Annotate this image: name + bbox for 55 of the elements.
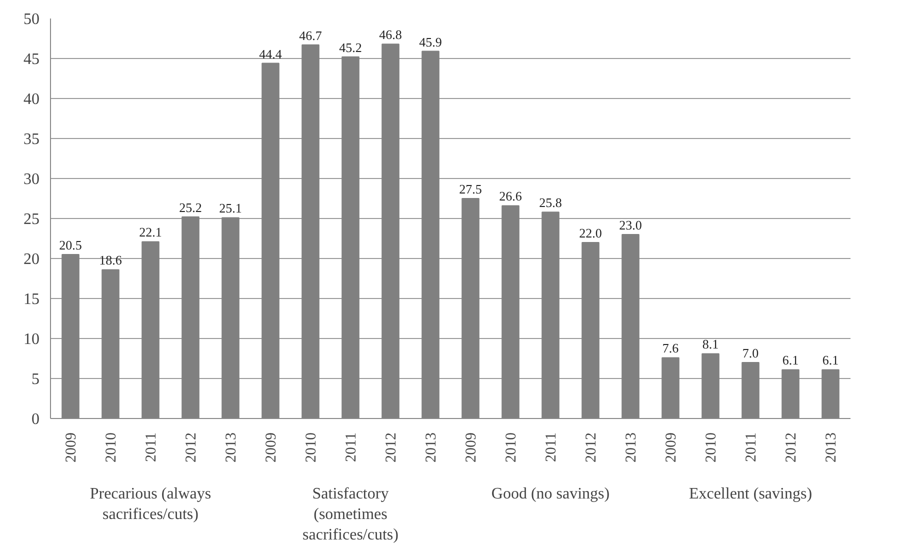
y-tick-label: 30 [24, 171, 40, 188]
data-label: 22.0 [579, 226, 602, 240]
y-tick-label: 25 [24, 211, 40, 228]
y-tick-label: 5 [32, 371, 40, 388]
y-tick-label: 0 [32, 411, 40, 428]
x-tick-label: 2010 [104, 432, 120, 462]
data-label: 6.1 [782, 352, 799, 368]
x-tick-label: 2012 [184, 432, 200, 462]
data-label: 46.7 [299, 28, 322, 43]
x-tick-label: 2010 [704, 432, 720, 462]
data-label: 22.1 [139, 224, 162, 240]
x-tick-label: 2011 [544, 432, 560, 462]
x-tick-label: 2013 [224, 432, 240, 462]
x-tick-label: 2012 [584, 432, 600, 462]
text: Good (no savings) [491, 486, 610, 502]
data-label: 25.2 [179, 200, 202, 215]
x-tick-label: 2009 [664, 432, 680, 462]
y-tick-label: 35 [24, 131, 40, 148]
x-tick-label: 2013 [424, 432, 440, 462]
y-tick-label: 10 [24, 331, 40, 348]
y-tick-label: 40 [24, 91, 40, 108]
x-tick-label: 2010 [504, 432, 520, 462]
x-tick-label: 2012 [784, 432, 800, 462]
data-label: 26.6 [499, 188, 522, 204]
data-label: 25.1 [219, 200, 242, 216]
x-tick-label: 2009 [64, 432, 80, 462]
y-tick-label: 15 [24, 291, 40, 308]
data-label: 44.4 [259, 46, 282, 62]
data-label: 18.6 [99, 252, 122, 268]
y-tick-label: 20 [24, 251, 40, 268]
text: Precarious (always sacrifices/cuts) [90, 486, 212, 523]
x-tick-label: 2013 [624, 432, 640, 462]
data-label: 45.9 [419, 34, 442, 50]
data-label: 46.8 [379, 27, 402, 42]
x-tick-label: 2012 [384, 432, 400, 462]
x-tick-label: 2011 [344, 432, 360, 462]
data-label: 7.6 [662, 340, 680, 356]
data-label: 23.0 [619, 218, 642, 232]
data-label: 8.1 [702, 336, 719, 352]
data-label: 25.8 [539, 195, 562, 210]
x-tick-label: 2010 [304, 432, 320, 462]
x-tick-label: 2013 [824, 432, 840, 462]
text: Satisfactory (sometimes sacrifices/cuts) [302, 486, 398, 544]
y-tick-label: 50 [24, 11, 40, 28]
x-tick-label: 2009 [264, 432, 280, 462]
x-tick-label: 2011 [744, 432, 760, 462]
y-tick-label: 45 [24, 51, 40, 68]
x-tick-label: 2011 [144, 432, 160, 462]
data-label: 7.0 [742, 346, 759, 360]
data-label: 27.5 [459, 182, 482, 196]
data-label: 20.5 [59, 238, 82, 252]
x-tick-label: 2009 [464, 432, 480, 462]
data-label: 45.2 [339, 40, 362, 55]
data-label: 6.1 [822, 352, 839, 368]
text: Excellent (savings) [688, 486, 812, 502]
